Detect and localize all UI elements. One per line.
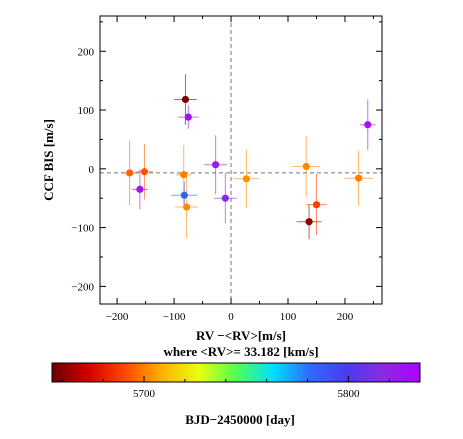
x-tick-label: −100 [163,311,186,323]
colorbar: 5700 5800 [51,362,421,400]
data-point [184,113,192,121]
x-axis-sublabel: where <RV>= 33.182 [km/s] [163,344,318,359]
data-point [364,121,372,129]
error-bars [121,74,376,240]
y-tick-label: −200 [71,281,94,293]
y-tick-label: 100 [78,105,95,117]
data-point [182,203,191,211]
data-points [126,95,372,226]
colorbar-label: BJD−2450000 [day] [185,412,295,427]
y-tick-label: −100 [71,223,94,235]
data-point [212,161,220,169]
data-point [305,218,313,226]
data-point [242,175,251,183]
x-tick-label: 0 [228,311,234,323]
data-point [126,169,134,177]
colorbar-gradient [51,362,421,383]
data-point [312,201,321,209]
axes: −200 −100 0 100 200 −200 −100 0 100 200 [71,16,382,323]
data-point [136,185,144,193]
x-tick-label: 100 [280,311,297,323]
y-axis-label: CCF BIS [m/s] [41,119,56,201]
data-point [180,171,188,179]
plot-frame [99,15,383,305]
x-axis-label: RV −<RV>[m/s] [196,328,286,343]
y-tick-label: 0 [89,164,95,176]
colorbar-tick-label: 5700 [133,388,156,400]
colorbar-tick-label: 5800 [337,388,360,400]
data-point [355,174,363,182]
y-tick-label: 200 [78,46,95,58]
data-point [181,95,190,104]
data-point [180,191,188,199]
x-tick-label: 200 [337,311,354,323]
x-tick-label: −200 [106,311,129,323]
data-point [221,194,229,202]
data-point [302,162,310,171]
reference-lines [100,16,382,304]
data-point [140,168,149,176]
